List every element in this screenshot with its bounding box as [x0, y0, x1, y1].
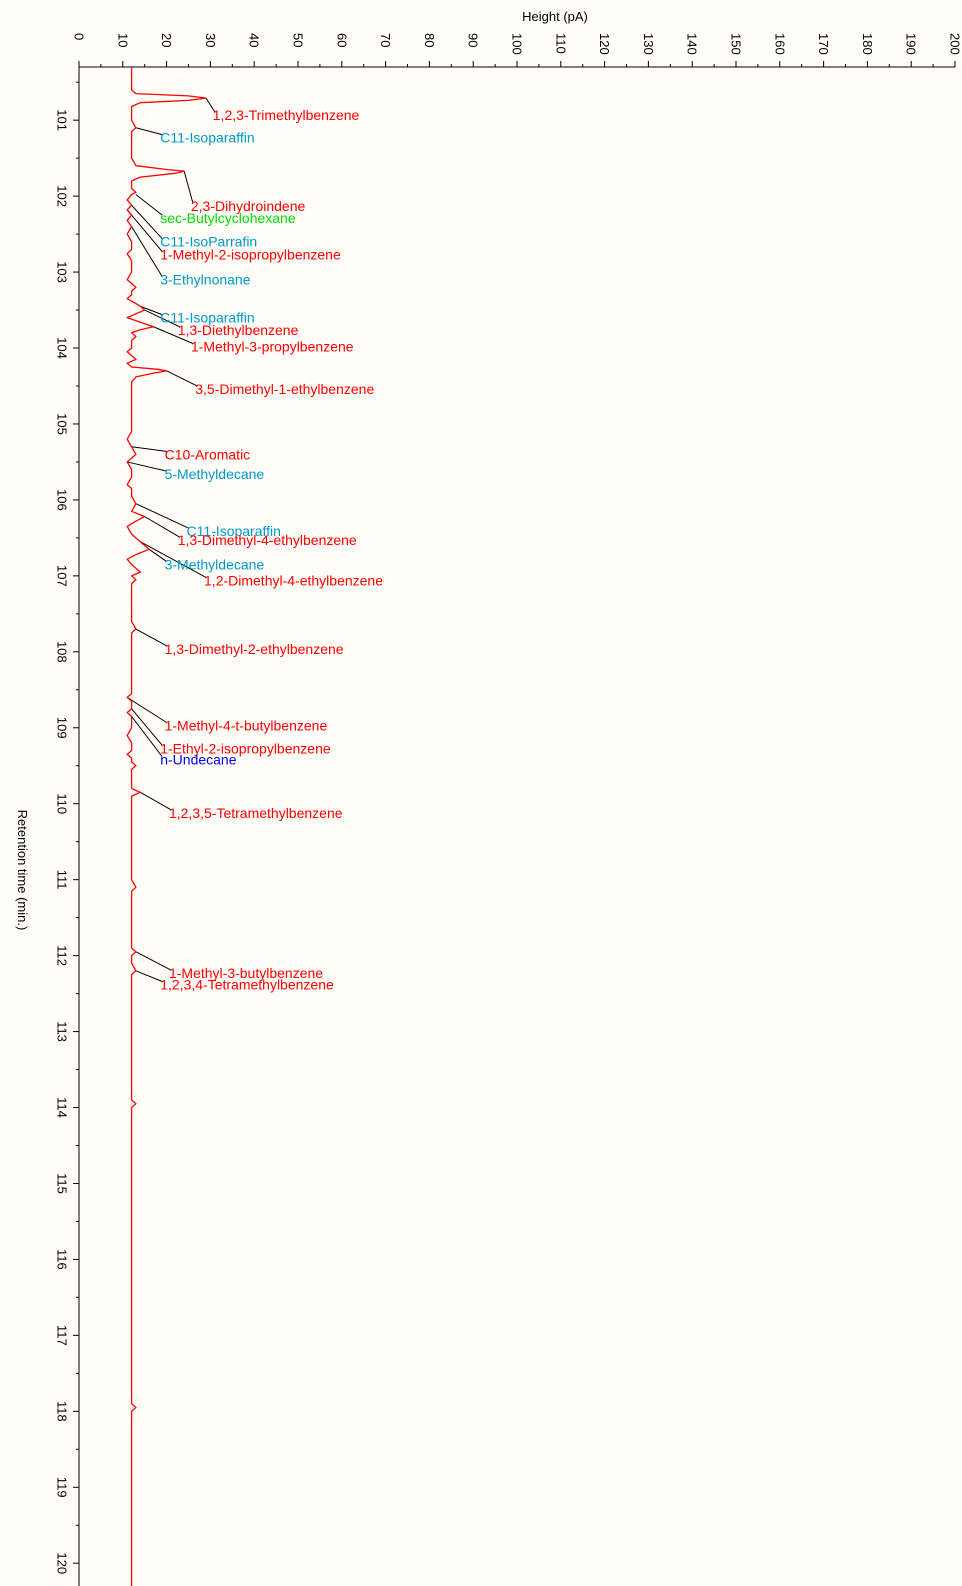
peak-label: 3-Ethylnonane	[160, 272, 251, 288]
peak-labels: 1,2,3-Trimethylbenzene C11-Isoparaffin 2,3…	[160, 107, 383, 993]
retention-time-tick-label: 106	[55, 489, 70, 511]
retention-time-tick-label: 105	[55, 413, 70, 435]
peak-leader-line	[135, 628, 167, 647]
peak-label: C10-Aromatic	[165, 446, 251, 462]
height-tick-label: 100	[510, 33, 525, 55]
retention-time-tick-label: 108	[55, 641, 70, 663]
height-tick-label: 140	[685, 33, 700, 55]
peak-leader-line	[148, 548, 167, 562]
height-tick-label: 110	[553, 33, 568, 54]
peak-leader-line	[127, 461, 167, 472]
peak-leader-line	[144, 516, 180, 538]
retention-time-tick-label: 117	[55, 1325, 70, 1346]
retention-time-tick-label: 101	[55, 109, 70, 131]
peak-label: C11-Isoparaffin	[160, 310, 254, 326]
retention-time-tick-label: 119	[55, 1477, 70, 1498]
height-tick-label: 150	[729, 33, 744, 55]
retention-time-axis: 101 102 103 104 105 106 107 108 109 110 111 112 113 1…	[55, 67, 80, 1586]
peak-leader-line	[131, 716, 163, 757]
peak-label: 1-Methyl-3-butylbenzene	[169, 965, 323, 981]
peak-leader-line	[205, 97, 216, 113]
height-tick-label: 90	[466, 33, 481, 47]
retention-time-tick-label: 110	[55, 793, 70, 814]
peak-label: n-Undecane	[160, 752, 236, 768]
retention-time-tick-label: 104	[55, 337, 70, 359]
retention-time-tick-label: 118	[55, 1401, 70, 1422]
peak-label: 1-Methyl-2-isopropylbenzene	[160, 247, 341, 263]
peak-leader-line	[135, 970, 163, 982]
peak-label: 1-Methyl-3-propylbenzene	[191, 338, 354, 354]
peak-leader-line	[140, 791, 172, 811]
peak-label: 1-Methyl-4-t-butylbenzene	[165, 717, 328, 733]
peak-leader-line	[131, 204, 163, 240]
chromatogram-trace	[126, 67, 207, 1586]
peak-label: 1,3-Diethylbenzene	[178, 322, 299, 338]
peak-leader-line	[140, 305, 163, 316]
retention-time-tick-label: 113	[55, 1021, 70, 1042]
peak-label: 1-Ethyl-2-isopropylbenzene	[160, 740, 331, 756]
peak-label: 3-Methyldecane	[165, 556, 265, 572]
height-tick-label: 170	[816, 33, 831, 55]
retention-time-tick-label: 116	[55, 1249, 70, 1270]
height-tick-label: 0	[72, 33, 87, 40]
peak-leader-line	[135, 951, 172, 971]
peak-leader-line	[131, 446, 167, 452]
peak-label: sec-Butylcyclohexane	[160, 210, 296, 226]
height-tick-label: 200	[948, 33, 962, 55]
peak-label: 1,2,3,5-Tetramethylbenzene	[169, 805, 343, 821]
height-tick-label: 40	[247, 33, 262, 47]
peak-leader-line	[131, 214, 163, 252]
peak-label: 1,2-Dimethyl-4-ethylbenzene	[204, 572, 383, 588]
peak-label: C11-Isoparaffin	[160, 130, 254, 146]
retention-time-tick-label: 114	[55, 1097, 70, 1118]
retention-time-tick-label: 109	[55, 717, 70, 739]
chromatogram-trace-group	[126, 67, 207, 1586]
peak-label: C11-Isoparaffin	[187, 523, 281, 539]
peak-leader-line	[140, 541, 207, 578]
peak-label: 1,3-Dimethyl-4-ethylbenzene	[178, 532, 357, 548]
height-tick-label: 60	[334, 33, 349, 47]
height-tick-label: 30	[203, 33, 218, 47]
peak-leader-line	[131, 226, 163, 277]
peak-leader-line	[153, 326, 194, 344]
peak-leader-line	[183, 170, 194, 204]
peak-leader-line	[131, 708, 163, 746]
height-tick-label: 180	[860, 33, 875, 55]
height-tick-label: 130	[641, 33, 656, 55]
height-tick-label: 20	[159, 33, 174, 47]
retention-time-tick-label: 103	[55, 261, 70, 283]
retention-time-tick-label: 111	[55, 870, 70, 890]
retention-time-tick-label: 112	[55, 945, 70, 966]
peak-leader-line	[135, 127, 163, 136]
peak-label: 3,5-Dimethyl-1-ethylbenzene	[195, 381, 374, 397]
peak-leader-line	[126, 696, 167, 723]
retention-time-tick-label: 107	[55, 565, 70, 587]
height-tick-label: 190	[904, 33, 919, 55]
height-tick-label: 70	[378, 33, 393, 47]
height-tick-label: 120	[597, 33, 612, 55]
height-axis-title: Height (pA)	[522, 9, 588, 24]
retention-time-axis-title: Retention time (min.)	[15, 810, 30, 931]
peak-leader-line	[135, 503, 189, 529]
height-axis: 0 10 20 30 40 50 60 70 80 90 100 110 120 130 140 150 160…	[72, 33, 962, 68]
peak-label: C11-IsoParrafin	[160, 234, 257, 250]
height-tick-label: 80	[422, 33, 437, 47]
peak-label: 1,3-Dimethyl-2-ethylbenzene	[165, 641, 344, 657]
peak-label: 5-Methyldecane	[165, 466, 265, 482]
peak-leader-line	[166, 370, 198, 387]
retention-time-tick-label: 102	[55, 185, 70, 207]
peak-leader-lines	[126, 97, 216, 982]
peak-label: 2,3-Dihydroindene	[191, 198, 306, 214]
retention-time-tick-label: 120	[55, 1552, 70, 1574]
height-tick-label: 160	[772, 33, 787, 55]
peak-leader-line	[135, 194, 163, 216]
retention-time-tick-label: 115	[55, 1173, 70, 1194]
peak-leader-line	[144, 309, 180, 328]
peak-label: 1,2,3,4-Tetramethylbenzene	[160, 976, 334, 992]
height-tick-label: 50	[291, 33, 306, 47]
peak-label: 1,2,3-Trimethylbenzene	[213, 107, 360, 123]
height-tick-label: 10	[115, 33, 130, 47]
